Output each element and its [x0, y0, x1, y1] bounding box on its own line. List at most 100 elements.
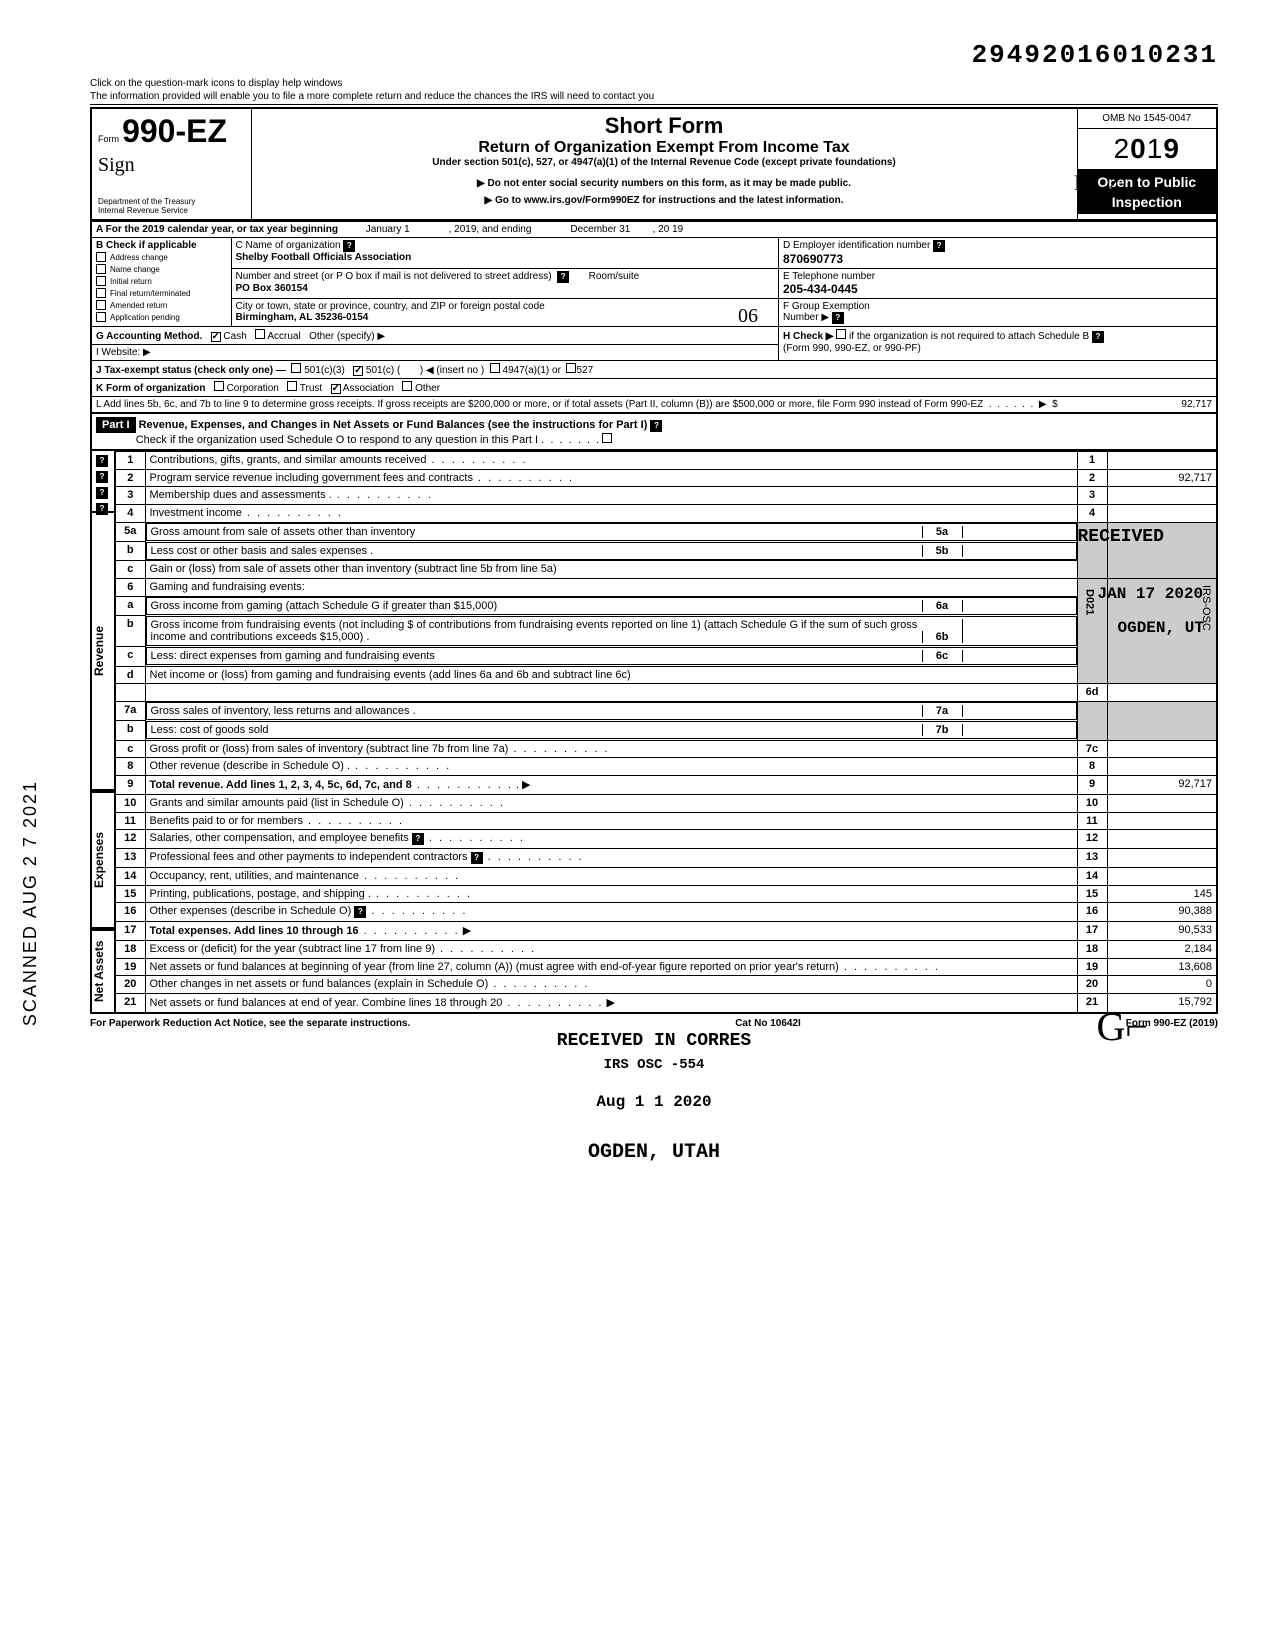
checkbox-assoc[interactable] — [331, 384, 341, 394]
received-corres-stamp: RECEIVED IN CORRES — [90, 1031, 1218, 1051]
checkbox-final-return[interactable] — [96, 288, 106, 298]
checkbox-trust[interactable] — [287, 381, 297, 391]
line-a: A For the 2019 calendar year, or tax yea… — [91, 222, 1217, 238]
checkbox-sched-o[interactable] — [602, 433, 612, 443]
help-icon[interactable]: ? — [96, 471, 108, 483]
main-body: ? ? ? ? Revenue Expenses Net Assets 1Con… — [90, 451, 1218, 1014]
line-h: H Check ▶ if the organization is not req… — [779, 327, 1218, 361]
checkbox-address-change[interactable] — [96, 252, 106, 262]
form-page: 29492016010231 Click on the question-mar… — [0, 0, 1288, 1210]
open-public-2: Inspection — [1078, 194, 1217, 214]
section-b: B Check if applicable Address change Nam… — [91, 238, 231, 327]
checkbox-amended[interactable] — [96, 300, 106, 310]
form-number: 990-EZ — [122, 113, 227, 149]
help-icon[interactable]: ? — [471, 852, 483, 864]
part1-title: Revenue, Expenses, and Changes in Net As… — [139, 419, 648, 431]
year-cell: OMB No 1545-0047 2019 Open to Public Ins… — [1077, 108, 1217, 220]
handwritten-sign: Sign — [98, 154, 245, 177]
ogden-utah-stamp: OGDEN, UTAH — [90, 1141, 1218, 1164]
jan-date-stamp: JAN 17 2020 — [1098, 585, 1204, 603]
checkbox-527[interactable] — [566, 363, 576, 373]
table-row: 14Occupancy, rent, utilities, and mainte… — [115, 867, 1217, 885]
checkbox-accrual[interactable] — [255, 329, 265, 339]
section-c-city: City or town, state or province, country… — [231, 299, 779, 327]
help-icon[interactable]: ? — [354, 906, 366, 918]
help-icon[interactable]: ? — [343, 240, 355, 252]
aug11-stamp: Aug 1 1 2020 — [90, 1093, 1218, 1111]
checkbox-initial-return[interactable] — [96, 276, 106, 286]
table-row: 21Net assets or fund balances at end of … — [115, 994, 1217, 1013]
table-row: 5aGross amount from sale of assets other… — [115, 522, 1217, 541]
section-c-addr: Number and street (or P O box if mail is… — [231, 269, 779, 299]
line-j: J Tax-exempt status (check only one) — 5… — [91, 361, 1217, 379]
footer: For Paperwork Reduction Act Notice, see … — [90, 1018, 1218, 1029]
line-g: G Accounting Method. Cash Accrual Other … — [91, 327, 779, 345]
table-row: cGain or (loss) from sale of assets othe… — [115, 561, 1217, 579]
help-note-2: The information provided will enable you… — [90, 91, 1218, 105]
netassets-side-label: Net Assets — [92, 931, 106, 1012]
footer-mid: Cat No 10642I — [735, 1018, 801, 1029]
table-row: 9Total revenue. Add lines 1, 2, 3, 4, 5c… — [115, 776, 1217, 795]
help-icon[interactable]: ? — [933, 240, 945, 252]
help-icon[interactable]: ? — [650, 420, 662, 432]
ogden-ut-stamp: OGDEN, UT — [1118, 619, 1204, 637]
help-icon[interactable]: ? — [412, 833, 424, 845]
checkbox-501c[interactable] — [353, 366, 363, 376]
help-icon[interactable]: ? — [557, 271, 569, 283]
title-short: Short Form — [258, 113, 1071, 139]
table-row: 15Printing, publications, postage, and s… — [115, 885, 1217, 903]
revenue-side-label: Revenue — [92, 513, 106, 789]
table-row: 4Investment income4 — [115, 505, 1217, 523]
lines-table: 1Contributions, gifts, grants, and simil… — [114, 451, 1218, 1014]
checkbox-other-org[interactable] — [402, 381, 412, 391]
part1-header-row: Part I Revenue, Expenses, and Changes in… — [90, 414, 1218, 451]
checkbox-name-change[interactable] — [96, 264, 106, 274]
title-cell: Short Form Return of Organization Exempt… — [251, 108, 1077, 220]
checkbox-corp[interactable] — [214, 381, 224, 391]
table-row: 11Benefits paid to or for members11 — [115, 812, 1217, 830]
handwritten-06: 06 — [738, 305, 758, 328]
checkbox-4947[interactable] — [490, 363, 500, 373]
checkbox-app-pending[interactable] — [96, 312, 106, 322]
irs-osc-554-stamp: IRS OSC -554 — [90, 1057, 1218, 1073]
table-row: bLess cost or other basis and sales expe… — [115, 542, 1217, 561]
table-row: 6d — [115, 684, 1217, 702]
line-i: I Website: ▶ — [91, 345, 779, 361]
expenses-side-label: Expenses — [92, 793, 106, 927]
document-id: 29492016010231 — [90, 40, 1218, 70]
help-icon[interactable]: ? — [832, 312, 844, 324]
checkbox-cash[interactable] — [211, 332, 221, 342]
received-stamp-inline: RECEIVED — [1078, 527, 1164, 547]
help-icon[interactable]: ? — [1092, 331, 1104, 343]
table-row: 3Membership dues and assessments .3 — [115, 487, 1217, 505]
help-icon[interactable]: ? — [96, 455, 108, 467]
checkbox-501c3[interactable] — [291, 363, 301, 373]
title-warn: ▶ Do not enter social security numbers o… — [258, 178, 1071, 189]
scanned-side-stamp: SCANNED AUG 2 7 2021 — [20, 780, 41, 1026]
table-row: 13Professional fees and other payments t… — [115, 849, 1217, 868]
signature-mark: G⌐ — [1097, 1003, 1148, 1050]
table-row: bGross income from fundraising events (n… — [115, 616, 1217, 647]
side-labels: ? ? ? ? Revenue Expenses Net Assets — [90, 451, 114, 1014]
header-info-table: A For the 2019 calendar year, or tax yea… — [90, 221, 1218, 414]
table-row: 6Gaming and fundraising events:D021JAN 1… — [115, 579, 1217, 597]
form-id-cell: Form 990-EZ Sign Department of the Treas… — [91, 108, 251, 220]
line-k: K Form of organization Corporation Trust… — [91, 379, 1217, 397]
part1-badge: Part I — [96, 417, 136, 433]
table-row: aGross income from gaming (attach Schedu… — [115, 596, 1217, 615]
telephone: 205-434-0445 — [783, 282, 858, 296]
checkbox-sched-b[interactable] — [836, 329, 846, 339]
table-row: 10Grants and similar amounts paid (list … — [115, 794, 1217, 812]
title-under: Under section 501(c), 527, or 4947(a)(1)… — [258, 157, 1071, 168]
help-icon[interactable]: ? — [96, 487, 108, 499]
table-row: bLess: cost of goods sold7b — [115, 721, 1217, 740]
table-row: 20Other changes in net assets or fund ba… — [115, 976, 1217, 994]
section-d: D Employer identification number ? 87069… — [779, 238, 1218, 269]
dept-treasury: Department of the Treasury — [98, 197, 245, 206]
table-row: 8Other revenue (describe in Schedule O) … — [115, 758, 1217, 776]
line-l: L Add lines 5b, 6c, and 7b to line 9 to … — [91, 397, 1217, 414]
org-city: Birmingham, AL 35236-0154 — [236, 312, 369, 323]
omb-number: OMB No 1545-0047 — [1078, 109, 1217, 129]
section-e: E Telephone number 205-434-0445 — [779, 269, 1218, 299]
handwritten-pil2: PIL2 — [1074, 170, 1118, 196]
